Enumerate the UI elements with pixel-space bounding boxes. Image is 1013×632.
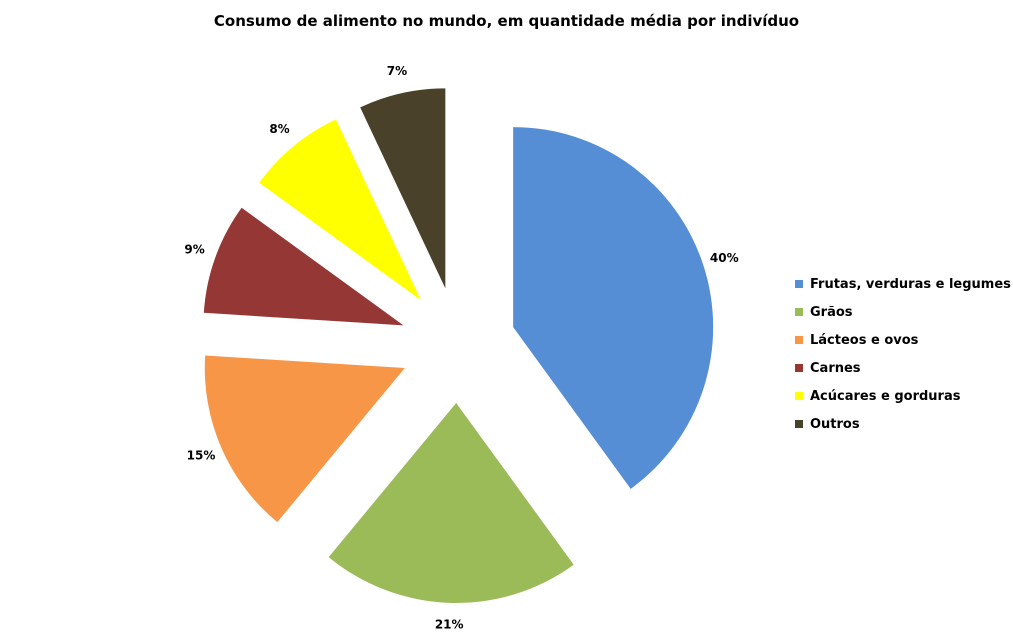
- slice-label-1: 40%: [710, 251, 739, 265]
- legend-item: Acúcares e gorduras: [795, 382, 1011, 410]
- legend-label: Outros: [810, 416, 860, 432]
- pie-slice-6: [360, 88, 446, 289]
- slice-label-3: 15%: [187, 449, 216, 463]
- legend-swatch: [795, 392, 803, 400]
- legend-swatch: [795, 336, 803, 344]
- slice-label-4: 9%: [184, 243, 204, 257]
- pie-slice-2: [328, 402, 574, 603]
- pie-slice-3: [204, 355, 405, 523]
- slice-label-6: 7%: [387, 64, 407, 78]
- legend-label: Carnes: [810, 360, 861, 376]
- chart-title: Consumo de alimento no mundo, em quantid…: [213, 12, 800, 30]
- slice-label-2: 21%: [435, 617, 464, 631]
- slice-label-5: 8%: [269, 122, 289, 136]
- legend-item: Outros: [795, 410, 1011, 438]
- legend-item: Lácteos e ovos: [795, 326, 1011, 354]
- legend-swatch: [795, 280, 803, 288]
- legend-label: Lácteos e ovos: [810, 332, 919, 348]
- pie-slice-4: [203, 207, 404, 326]
- legend-item: Grãos: [795, 298, 1011, 326]
- legend-label: Grãos: [810, 304, 853, 320]
- legend-swatch: [795, 364, 803, 372]
- pie-slice-5: [259, 119, 422, 301]
- legend-swatch: [795, 308, 803, 316]
- legend-label: Acúcares e gorduras: [810, 388, 961, 404]
- legend-item: Frutas, verduras e legumes: [795, 270, 1011, 298]
- legend-label: Frutas, verduras e legumes: [810, 276, 1011, 292]
- chart-legend: Frutas, verduras e legumes Grãos Lácteos e…: [795, 270, 1011, 438]
- legend-item: Carnes: [795, 354, 1011, 382]
- pie-slice-1: [513, 127, 714, 489]
- legend-swatch: [795, 420, 803, 428]
